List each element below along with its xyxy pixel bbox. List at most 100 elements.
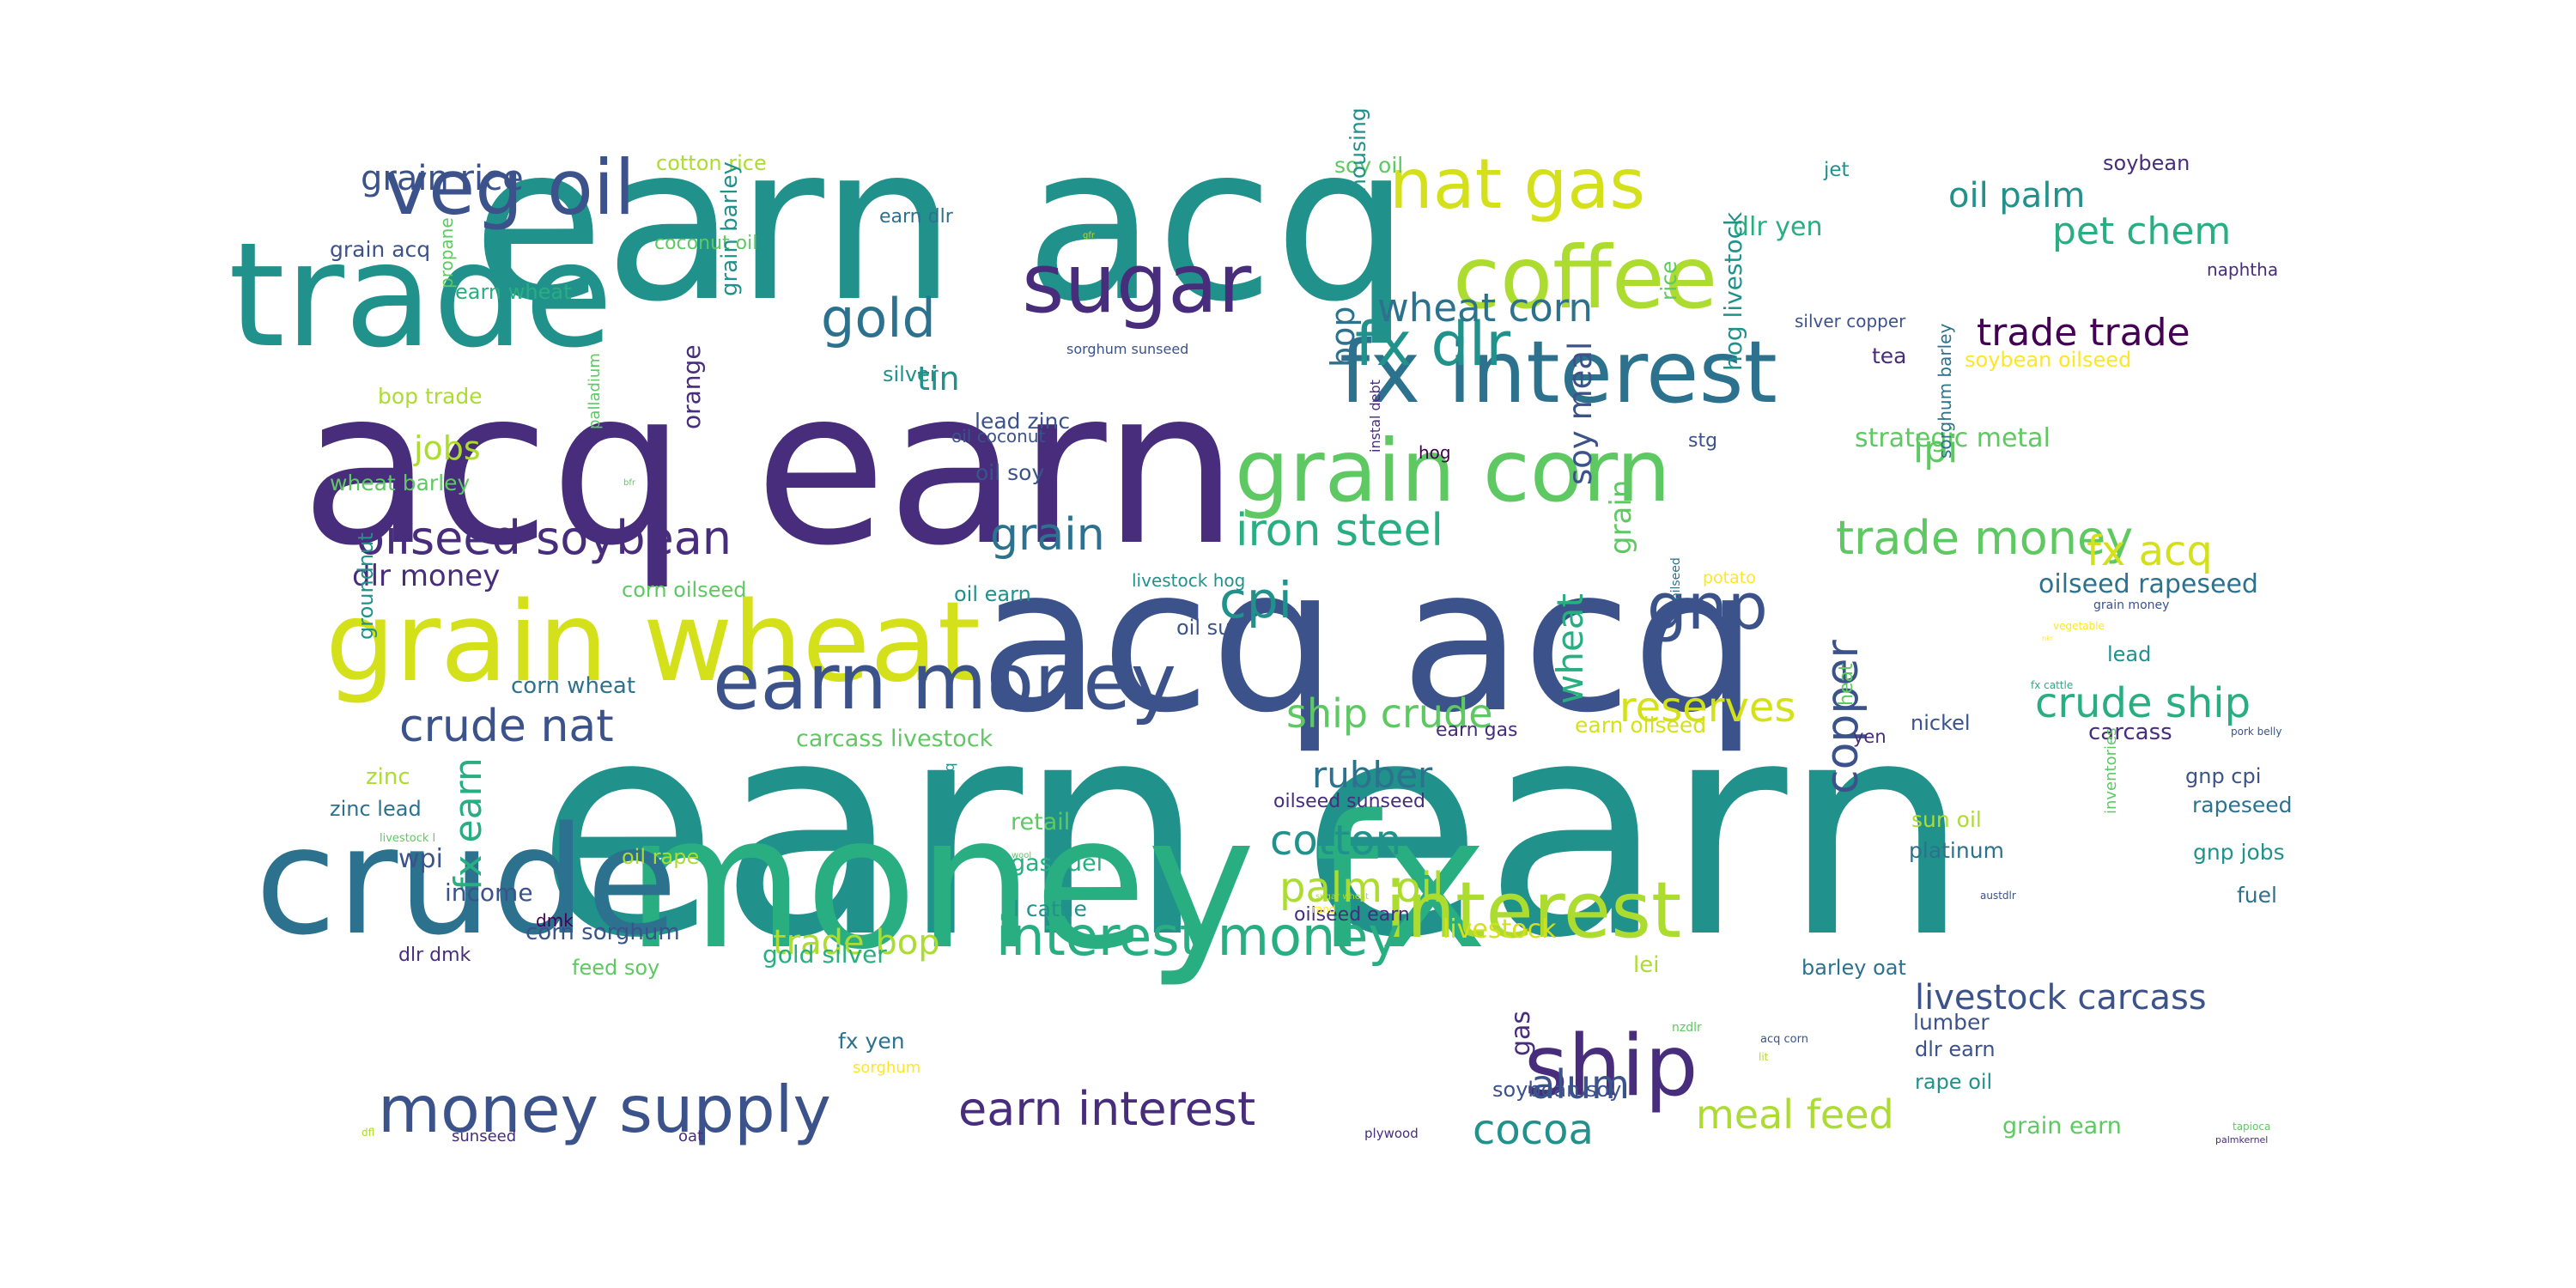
cloud-word: lead zinc <box>975 409 1071 434</box>
cloud-word: tapioca <box>2233 1121 2271 1133</box>
cloud-word: ship crude <box>1286 690 1493 737</box>
cloud-word: soybean oilseed <box>1965 348 2132 372</box>
cloud-word: oilseed sunseed <box>1273 791 1426 812</box>
cloud-word: sorghum sunseed <box>1066 341 1189 357</box>
cloud-word: fuel <box>2237 883 2277 908</box>
cloud-word: wheat corn <box>1377 285 1594 331</box>
cloud-word: trade money <box>1836 511 2134 565</box>
cloud-word: silver <box>883 362 939 386</box>
cloud-word: gold <box>821 287 936 349</box>
cloud-word: fx cattle <box>2031 679 2074 691</box>
cloud-word: barley oat <box>1801 956 1906 980</box>
cloud-word: rand <box>1312 903 1336 915</box>
cloud-word: bop trade <box>378 384 483 409</box>
cloud-word: plywood <box>1364 1126 1419 1141</box>
cloud-word: gold silver <box>762 940 887 969</box>
cloud-word: rubber <box>1312 754 1433 796</box>
cloud-word: dmk <box>536 910 574 931</box>
cloud-word: retail <box>1011 809 1071 835</box>
cloud-word: naphtha <box>2207 259 2279 280</box>
cloud-word: zinc lead <box>330 797 422 821</box>
cloud-word: inventories <box>2102 727 2120 814</box>
cloud-word: oilseed acq <box>941 762 957 841</box>
cloud-word: housing <box>1346 107 1370 192</box>
cloud-word: cotton rice <box>656 151 767 175</box>
cloud-word: sorghum barley <box>1935 323 1955 459</box>
cloud-word: potato <box>1703 568 1756 587</box>
cloud-word: grain acq <box>330 237 431 262</box>
cloud-word: oil soy <box>975 460 1045 485</box>
cloud-word: ipi <box>1913 428 1959 471</box>
cloud-word: l cattle <box>1013 896 1087 921</box>
cloud-word: acq earn <box>301 343 1239 592</box>
cloud-word: gnp <box>1647 570 1768 644</box>
cloud-word: veg oil <box>384 143 635 232</box>
cloud-word: oil rape <box>622 845 700 869</box>
cloud-word: palm oil <box>1279 864 1444 912</box>
cloud-word: jet <box>1824 159 1850 181</box>
cloud-word: instal debt <box>1367 380 1383 453</box>
cloud-word: rice <box>1656 260 1681 301</box>
cloud-word: pork belly <box>2231 726 2282 738</box>
cloud-word: grain <box>990 509 1105 561</box>
cloud-word: lei <box>1633 952 1660 978</box>
cloud-word: oil earn <box>954 582 1031 606</box>
cloud-word: ship <box>1524 1018 1698 1115</box>
cloud-word: vegetable <box>2053 620 2105 632</box>
cloud-word: grain rice <box>361 159 524 198</box>
cloud-word: bop <box>1324 306 1362 368</box>
cloud-word: sun oil <box>1911 807 1982 832</box>
cloud-word: oilseed earn <box>1294 904 1410 926</box>
cloud-word: platinum <box>1909 838 2004 863</box>
cloud-word: fx yen <box>838 1029 905 1054</box>
cloud-word: earn money <box>713 637 1176 727</box>
cloud-word: fx interest <box>1340 322 1777 422</box>
cloud-word: carcass livestock <box>796 726 993 752</box>
cloud-word: crude nat <box>399 701 614 752</box>
cloud-word: sugar <box>1022 237 1252 331</box>
cloud-word: cotton <box>1270 817 1402 865</box>
cloud-word: dlr money <box>352 559 501 593</box>
cloud-word: corn oilseed <box>622 578 747 602</box>
cloud-word: fx acq <box>2087 527 2213 575</box>
cloud-word: oil palm <box>1948 176 2086 216</box>
cloud-word: rapeseed <box>2192 793 2293 817</box>
cloud-word: gnp jobs <box>2193 840 2285 865</box>
cloud-word: grain earn <box>2002 1113 2122 1139</box>
cloud-word: sugar wheat <box>1315 892 1370 902</box>
cloud-word: pet chem <box>2052 210 2232 253</box>
cloud-word: wpi <box>398 844 443 874</box>
cloud-word: nickel <box>1911 711 1971 735</box>
cloud-word: gnp cpi <box>2185 764 2262 788</box>
cloud-word: acq corn <box>1760 1033 1808 1046</box>
cloud-word: oilseed soybean <box>356 511 732 565</box>
cloud-word: orange <box>677 344 706 429</box>
cloud-word: dlr earn <box>1915 1037 1996 1061</box>
cloud-word: bfr <box>623 478 635 488</box>
cloud-word: sorghum <box>853 1059 921 1077</box>
cloud-word: gas fuel <box>1011 850 1103 877</box>
cloud-word: crude ship <box>2035 679 2251 727</box>
cloud-word: livestock <box>1443 914 1557 945</box>
cloud-word: soy meal <box>1562 341 1599 485</box>
cloud-word: feed soy <box>572 956 660 980</box>
cloud-word: trade <box>228 211 613 380</box>
cloud-word: cocoa <box>1473 1106 1594 1154</box>
cloud-word: earn acq <box>472 99 1411 349</box>
cloud-word: wool <box>1012 851 1032 860</box>
cloud-word: earn interest <box>958 1082 1256 1136</box>
cloud-word: fx earn <box>447 757 490 890</box>
cloud-word: soybean <box>2103 151 2190 175</box>
cloud-word: oilseed <box>1669 557 1683 600</box>
cloud-word: palmkernel <box>2215 1134 2269 1145</box>
cloud-word: palladium <box>586 353 604 429</box>
cloud-word: acq acq <box>979 525 1759 756</box>
cloud-word: hog livestock <box>1719 211 1747 371</box>
cloud-word: hog <box>1419 442 1451 463</box>
cloud-word: gfr <box>1083 231 1095 240</box>
cloud-word: soybean soy <box>1492 1078 1622 1102</box>
cloud-word: oil coconut <box>951 426 1046 447</box>
cloud-word: austdlr <box>1980 890 2016 902</box>
cloud-word: groundnut <box>354 532 378 640</box>
cloud-word: wheat <box>1549 592 1591 704</box>
